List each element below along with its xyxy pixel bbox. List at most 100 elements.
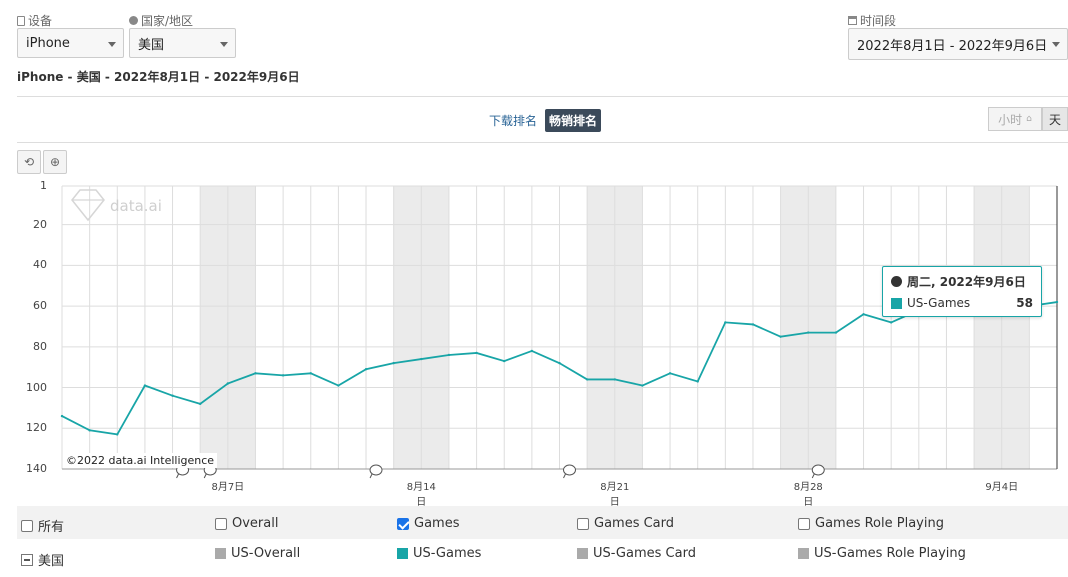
legend-category-label: Overall [232,516,279,531]
tab-grossing-rank[interactable]: 畅销排名 [545,109,602,132]
series-swatch [577,548,588,559]
data-point[interactable] [696,380,699,383]
data-point[interactable] [60,414,64,418]
data-point[interactable] [751,323,755,326]
data-point[interactable] [88,429,91,432]
data-point[interactable] [392,361,395,365]
legend-series-label: US-Games [413,546,482,561]
legend-category-games-card[interactable]: Games Card [577,516,674,531]
period-filter-label: 时间段 [848,12,896,29]
granularity-day-button[interactable]: 天 [1042,107,1068,131]
zoom-button[interactable]: ⊕ [43,150,67,174]
series-swatch [215,548,226,559]
data-point[interactable] [116,433,119,436]
data-point[interactable] [779,335,782,338]
calendar-icon [848,16,857,25]
device-select[interactable]: iPhone [17,28,124,58]
y-tick-label: 140 [26,462,47,475]
legend-category-overall[interactable]: Overall [215,516,278,531]
legend-series-us-games[interactable]: US-Games [397,546,481,561]
data-point[interactable] [364,368,368,371]
device-icon [17,15,25,26]
data-point[interactable] [226,382,230,385]
data-point[interactable] [724,321,727,324]
data-point[interactable] [807,331,810,334]
legend-category-games-role-playing[interactable]: Games Role Playing [798,516,944,531]
y-tick-label: 100 [26,380,47,394]
data-point[interactable] [198,402,202,406]
event-marker-icon[interactable] [811,464,825,479]
x-tick-label: 8月7日 [211,482,245,493]
y-tick-label: 60 [33,299,47,313]
y-tick-label: 120 [26,421,47,435]
data-point[interactable] [143,384,147,387]
event-marker-icon[interactable] [563,464,576,479]
data-point[interactable] [475,351,478,355]
legend-series-us-overall[interactable]: US-Overall [215,546,300,561]
lock-icon: ⌂ [1026,114,1032,124]
device-label-text: 设备 [28,14,53,28]
legend-series-label: US-Games Role Playing [814,546,966,561]
watermark: data.ai [71,189,162,222]
legend-series-us-games-role-playing[interactable]: US-Games Role Playing [798,546,966,561]
data-point[interactable] [641,384,644,387]
chevron-down-icon [220,42,228,47]
x-tick-label: 8月14日 [406,482,436,508]
legend-category-row [17,506,1068,539]
divider [17,96,1068,97]
data-point[interactable] [420,357,423,361]
reset-zoom-button[interactable]: ⟲ [17,150,41,174]
checkbox[interactable] [215,517,227,530]
tooltip-series-name: US-Games [907,296,971,310]
data-point[interactable] [834,331,838,334]
checkbox[interactable] [577,517,589,530]
report-subtitle: iPhone - 美国 - 2022年8月1日 - 2022年9月6日 [17,70,300,84]
x-tick-label: 9月4日 [985,482,1019,493]
data-point[interactable] [281,374,285,377]
data-point[interactable] [1055,300,1059,304]
data-point[interactable] [503,359,506,363]
chart-tooltip: 周二, 2022年9月6日 US-Games 58 [882,266,1042,317]
data-point[interactable] [613,378,616,381]
x-tick-label: 8月28日 [793,482,823,508]
data-point[interactable] [530,349,534,353]
country-label-text: 国家/地区 [141,14,194,28]
undo-icon: ⟲ [23,155,35,169]
tab-downloads-rank[interactable]: 下载排名 [489,114,538,128]
data-point[interactable] [309,372,312,375]
legend-category-all[interactable]: 所有 [21,516,64,535]
data-point[interactable] [558,361,561,365]
legend-series-label: US-Games Card [593,546,696,561]
tooltip-series-swatch [891,297,902,309]
legend-category-games[interactable]: Games [397,516,459,531]
granularity-hour-button[interactable]: 小时 ⌂ [988,107,1042,131]
rank-tabs: 下载排名 畅销排名 [485,109,602,132]
data-point[interactable] [862,313,865,316]
globe-icon [129,16,138,25]
checkbox-checked[interactable] [397,517,409,530]
period-label-text: 时间段 [860,14,897,28]
data-point[interactable] [447,353,451,357]
data-point[interactable] [668,372,672,375]
data-point[interactable] [337,384,340,387]
event-marker-icon[interactable] [369,464,383,479]
country-select[interactable]: 美国 [129,28,236,58]
data-point[interactable] [254,372,257,375]
collapse-icon[interactable] [21,553,33,566]
legend-country-row[interactable]: 美国 [21,550,64,569]
chevron-down-icon [108,42,116,47]
device-filter-label: 设备 [17,12,52,29]
copyright-text: ©2022 data.ai Intelligence [63,453,218,468]
checkbox[interactable] [798,517,810,530]
granularity-toggle: 小时 ⌂ 天 [988,107,1068,131]
data-point[interactable] [171,394,174,397]
legend-country-label: 美国 [38,554,65,569]
data-point[interactable] [585,378,589,381]
chevron-down-icon [1052,42,1060,47]
legend-series-us-games-card[interactable]: US-Games Card [577,546,696,561]
data-point[interactable] [889,321,893,324]
date-range-select[interactable]: 2022年8月1日 - 2022年9月6日 [848,28,1068,60]
checkbox[interactable] [21,519,33,532]
divider [17,142,1068,143]
data-ai-logo-icon [71,189,105,222]
